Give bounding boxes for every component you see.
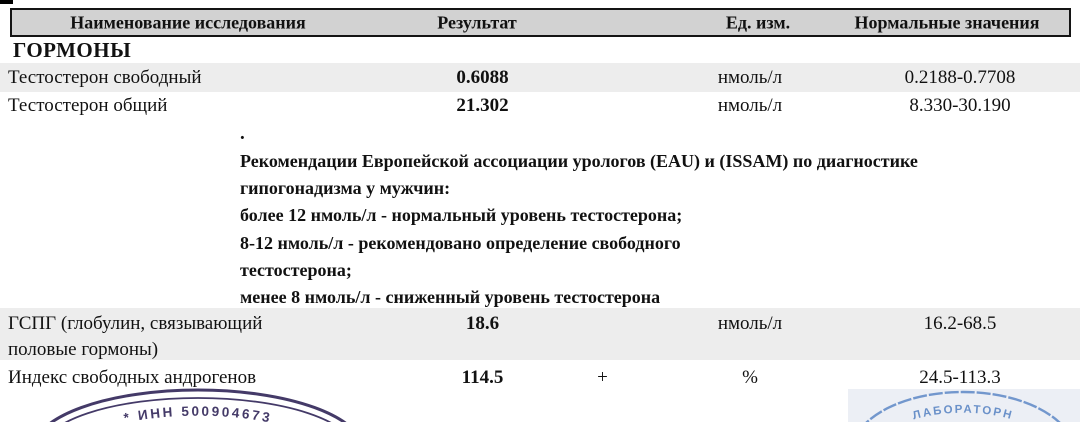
result-flag	[545, 308, 660, 360]
table-row-total-testosterone: Тестостерон общий 21.302 нмоль/л 8.330-3…	[0, 92, 1080, 120]
test-result: 114.5	[461, 367, 504, 388]
normal-range: 0.2188-0.7708	[904, 67, 1016, 88]
table-row-free-testosterone: Тестостерон свободный 0.6088 нмоль/л 0.2…	[0, 63, 1080, 92]
note-line: 8-12 нмоль/л - рекомендовано определение…	[240, 232, 681, 253]
test-unit: нмоль/л	[717, 313, 783, 334]
scan-artifact-mark	[0, 0, 13, 4]
test-name: Тестостерон общий	[8, 95, 168, 116]
table-row-free-androgen-index: Индекс свободных андрогенов 114.5 + % 24…	[0, 363, 1080, 392]
normal-range: 24.5-113.3	[919, 367, 1001, 388]
table-row-shbg: ГСПГ (глобулин, связывающий половые горм…	[0, 308, 1080, 360]
column-header-normal-values: Нормальные значения	[854, 12, 1040, 32]
test-result: 0.6088	[456, 67, 509, 88]
result-flag: +	[597, 367, 608, 388]
test-result: 18.6	[465, 313, 500, 334]
column-header-unit: Ед. изм.	[725, 12, 791, 32]
normal-range: 16.2-68.5	[923, 313, 997, 334]
note-line: тестостерона;	[240, 259, 352, 280]
note-line: менее 8 нмоль/л - сниженный уровень тест…	[240, 287, 661, 308]
test-name: ГСПГ (глобулин, связывающий половые горм…	[0, 308, 420, 360]
note-line: гипогонадизма у мужчин:	[240, 178, 451, 199]
stamp-arc-text: * ИНН 500904673	[122, 404, 273, 422]
round-stamp-laboratory-icon: ЛАБОРАТОРН	[865, 390, 1061, 422]
note-leading-dot: .	[240, 123, 245, 144]
section-title-hormones: ГОРМОНЫ	[13, 38, 132, 62]
test-unit: нмоль/л	[717, 95, 783, 116]
stamp-arc-text: ЛАБОРАТОРН	[911, 404, 1014, 422]
table-header-row: Наименование исследования Результат Ед. …	[10, 8, 1071, 37]
column-header-result: Результат	[437, 12, 517, 32]
test-unit: нмоль/л	[717, 67, 783, 88]
note-line: Рекомендации Европейской ассоциации урол…	[240, 151, 918, 171]
recommendations-note: Рекомендации Европейской ассоциации урол…	[240, 148, 1050, 311]
normal-range: 8.330-30.190	[909, 95, 1011, 116]
test-name: Индекс свободных андрогенов	[8, 367, 257, 388]
result-flag	[545, 92, 660, 120]
test-name: Тестостерон свободный	[8, 67, 202, 88]
round-stamp-inn-icon: * ИНН 500904673	[49, 388, 347, 422]
note-line: более 12 нмоль/л - нормальный уровень те…	[240, 205, 683, 226]
test-name-line2: половые гормоны)	[8, 339, 159, 360]
column-header-test-name: Наименование исследования	[70, 12, 306, 32]
test-result: 21.302	[456, 95, 509, 116]
test-unit: %	[742, 367, 758, 388]
test-name-line1: ГСПГ (глобулин, связывающий	[8, 313, 263, 334]
result-flag	[545, 63, 660, 92]
right-stamp-background	[848, 389, 1080, 422]
